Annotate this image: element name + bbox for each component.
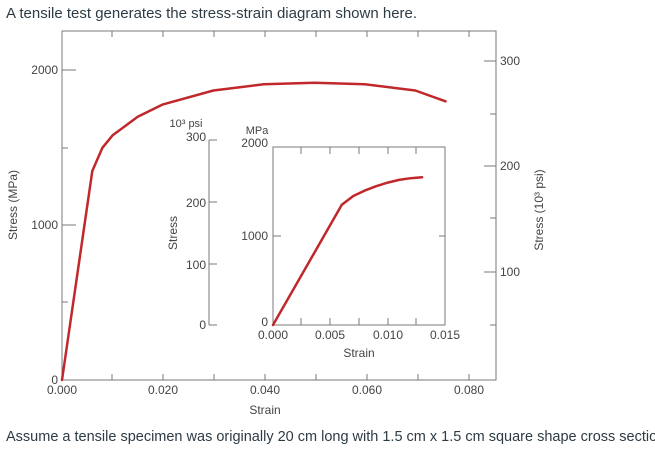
inset-stress-strain-curve (271, 176, 424, 327)
question-intro: A tensile test generates the stress-stra… (6, 5, 418, 22)
main-y-tick-label: 0 (51, 373, 58, 387)
main-y2-axis-title: Stress (10³ psi) (532, 169, 546, 250)
main-stress-strain-curve (60, 81, 447, 382)
inset-plot-frame (272, 146, 446, 326)
main-plot-frame (61, 30, 497, 381)
main-x-tick-label: 0.020 (148, 383, 178, 397)
main-x-tick-label: 0.060 (352, 383, 382, 397)
inset-y-tick-label: 2000 (241, 136, 268, 150)
inset-mpa-unit: MPa (246, 125, 270, 137)
question-prompt: Assume a tensile specimen was originally… (6, 429, 655, 445)
inset-x-tick-label: 0.000 (258, 328, 288, 342)
main-y-tick-label: 1000 (31, 218, 58, 232)
inset-x-tick-label: 0.005 (315, 328, 345, 342)
main-y2-tick-label: 100 (500, 265, 520, 279)
inset-x-tick-label: 0.015 (430, 328, 460, 342)
main-y-axis-title: Stress (MPa) (6, 170, 20, 240)
inset-x-axis-title: Strain (343, 346, 374, 360)
inset-psi-tick-label: 300 (186, 130, 206, 144)
main-y2-tick-label: 300 (500, 54, 520, 68)
inset-psi-tick-label: 0 (199, 318, 206, 332)
main-x-tick-label: 0.000 (47, 383, 77, 397)
inset-psi-tick-label: 100 (186, 258, 206, 272)
inset-psi-tick-label: 200 (186, 196, 206, 210)
main-x-tick-label: 0.040 (250, 383, 280, 397)
main-x-tick-label: 0.080 (454, 383, 484, 397)
main-x-axis-title: Strain (249, 403, 280, 417)
inset-y-tick-label: 0 (261, 315, 268, 329)
inset-psi-unit: 10³ psi (169, 118, 202, 130)
main-y-tick-label: 2000 (31, 63, 58, 77)
main-y2-tick-label: 200 (500, 159, 520, 173)
inset-y-tick-label: 1000 (241, 229, 268, 243)
inset-x-tick-label: 0.010 (373, 328, 403, 342)
inset-y-axis-title: Stress (166, 216, 180, 250)
